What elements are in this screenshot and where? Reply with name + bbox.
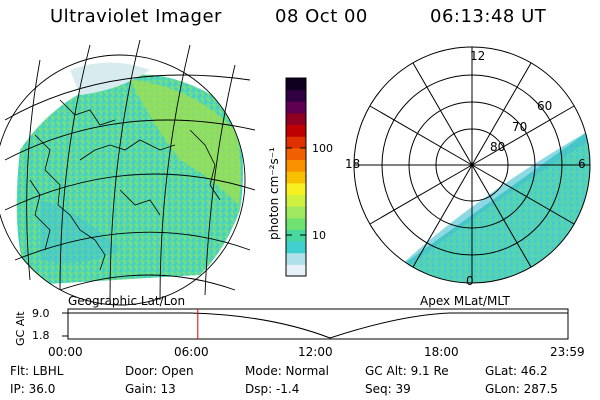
colorbar-cell bbox=[286, 182, 306, 195]
colorbar-cell bbox=[286, 252, 306, 265]
dsp-info: Dsp: -1.4 bbox=[245, 382, 300, 396]
timeline-ytick-low: 1.8 bbox=[32, 329, 50, 342]
colorbar-cell bbox=[286, 264, 306, 277]
mlt-18-label: 18 bbox=[345, 157, 360, 171]
colorbar-unit-label: photon cm⁻²s⁻¹ bbox=[267, 147, 281, 240]
gc-alt-info: GC Alt: 9.1 Re bbox=[365, 364, 449, 378]
timeline-xtick-0000: 00:00 bbox=[48, 345, 83, 359]
filter-info: Flt: LBHL bbox=[10, 364, 64, 378]
colorbar-cell bbox=[286, 159, 306, 172]
colorbar-cell bbox=[286, 112, 306, 126]
colorbar-cell bbox=[286, 78, 306, 91]
colorbar: 100 10 photon cm⁻²s⁻¹ bbox=[267, 77, 333, 277]
timeline-xtick-1800: 18:00 bbox=[424, 345, 459, 359]
glat-info: GLat: 46.2 bbox=[485, 364, 548, 378]
mlt-0-label: 0 bbox=[466, 274, 474, 288]
lat-80-label: 80 bbox=[490, 140, 505, 154]
timeline-xtick-2359: 23:59 bbox=[550, 345, 585, 359]
glon-info: GLon: 287.5 bbox=[485, 382, 558, 396]
mlt-12-label: 12 bbox=[470, 49, 485, 63]
colorbar-cell bbox=[286, 241, 306, 254]
timeline-axis-label: GC Alt bbox=[14, 311, 27, 346]
lat-70-label: 70 bbox=[512, 120, 527, 134]
ip-info: IP: 36.0 bbox=[10, 382, 56, 396]
altitude-timeline: GC Alt 9.0 1.8 00:00 06:00 12:00 18:00 2… bbox=[14, 307, 585, 359]
colorbar-cell bbox=[286, 147, 306, 161]
timeline-xtick-1200: 12:00 bbox=[298, 345, 333, 359]
colorbar-tick-10: 10 bbox=[312, 229, 326, 242]
gain-info: Gain: 13 bbox=[125, 382, 176, 396]
instrument-title: Ultraviolet Imager bbox=[50, 6, 222, 27]
colorbar-cell bbox=[286, 136, 306, 149]
door-info: Door: Open bbox=[125, 364, 194, 378]
timeline-ytick-high: 9.0 bbox=[32, 307, 50, 320]
date-label: 08 Oct 00 bbox=[275, 6, 368, 27]
geographic-image bbox=[0, 39, 256, 306]
mlt-6-label: 6 bbox=[578, 157, 586, 171]
seq-info: Seq: 39 bbox=[365, 382, 411, 396]
colorbar-cell bbox=[286, 229, 306, 242]
colorbar-cell bbox=[286, 124, 306, 137]
colorbar-cell bbox=[286, 101, 306, 114]
colorbar-cell bbox=[286, 194, 306, 207]
colorbar-cell bbox=[286, 206, 306, 219]
lat-60-label: 60 bbox=[537, 99, 552, 113]
polar-plot: 12 18 6 0 60 70 80 bbox=[345, 46, 591, 288]
colorbar-cell bbox=[286, 217, 306, 230]
colorbar-cell bbox=[286, 89, 306, 102]
geographic-panel-label: Geographic Lat/Lon bbox=[68, 294, 185, 308]
apex-panel-label: Apex MLat/MLT bbox=[420, 294, 510, 308]
colorbar-cell bbox=[286, 171, 306, 184]
time-label: 06:13:48 UT bbox=[430, 6, 547, 27]
mode-info: Mode: Normal bbox=[245, 364, 329, 378]
timeline-xtick-0600: 06:00 bbox=[174, 345, 209, 359]
colorbar-tick-100: 100 bbox=[312, 142, 333, 155]
